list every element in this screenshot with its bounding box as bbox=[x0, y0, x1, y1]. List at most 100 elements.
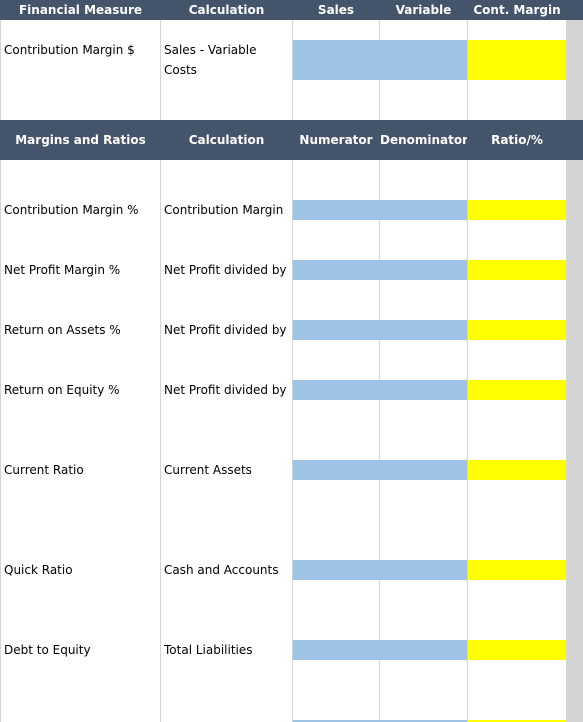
blank-cell[interactable] bbox=[468, 580, 566, 640]
blank-cell[interactable] bbox=[468, 280, 566, 320]
ratio-label[interactable]: Return on Equity % bbox=[1, 380, 160, 400]
numerator-denominator-input[interactable] bbox=[293, 460, 467, 480]
ratio-calculation[interactable]: Total Liabilities divided by Total Equit… bbox=[161, 640, 292, 660]
blank-cell[interactable] bbox=[380, 280, 467, 320]
blank-cell[interactable] bbox=[380, 660, 467, 720]
blank-cell[interactable] bbox=[380, 80, 467, 100]
contribution-margin-label[interactable]: Contribution Margin $ bbox=[1, 40, 160, 80]
blank-cell[interactable] bbox=[161, 580, 292, 640]
blank-cell[interactable] bbox=[293, 160, 379, 200]
blank-cell[interactable] bbox=[161, 20, 292, 40]
blank-cell[interactable] bbox=[293, 280, 379, 320]
header-financial-measure: Financial Measure bbox=[1, 0, 160, 20]
blank-cell[interactable] bbox=[468, 340, 566, 380]
blank-cell[interactable] bbox=[380, 400, 467, 460]
numerator-denominator-input[interactable] bbox=[293, 560, 467, 580]
blank-cell[interactable] bbox=[380, 340, 467, 380]
blank-cell[interactable] bbox=[161, 80, 292, 100]
blank-cell[interactable] bbox=[380, 580, 467, 640]
blank-cell[interactable] bbox=[1, 80, 160, 100]
cont-margin-output[interactable] bbox=[468, 40, 566, 80]
blank-cell[interactable] bbox=[161, 340, 292, 380]
ratio-output[interactable] bbox=[468, 380, 566, 400]
blank-cell[interactable] bbox=[161, 280, 292, 320]
blank-cell[interactable] bbox=[380, 20, 467, 40]
blank-cell[interactable] bbox=[380, 160, 467, 200]
blank-cell[interactable] bbox=[1, 400, 160, 460]
ratio-output[interactable] bbox=[468, 460, 566, 480]
blank-cell[interactable] bbox=[468, 220, 566, 260]
blank-cell[interactable] bbox=[468, 20, 566, 40]
blank-cell[interactable] bbox=[468, 660, 566, 720]
ratio-label[interactable]: Debt to Equity bbox=[1, 640, 160, 660]
ratio-output[interactable] bbox=[468, 320, 566, 340]
blank-cell[interactable] bbox=[468, 100, 566, 120]
blank-cell[interactable] bbox=[1, 160, 160, 200]
blank-cell[interactable] bbox=[293, 580, 379, 640]
ratio-calculation[interactable]: Net Profit divided by Total Equity bbox=[161, 380, 292, 400]
blank-cell[interactable] bbox=[1, 660, 160, 720]
contribution-margin-calculation[interactable]: Sales - Variable Costs bbox=[161, 40, 292, 80]
blank-cell[interactable] bbox=[293, 660, 379, 720]
header-calculation: Calculation bbox=[161, 0, 292, 20]
blank-cell[interactable] bbox=[1, 280, 160, 320]
blank-cell[interactable] bbox=[1, 480, 160, 560]
ratio-label[interactable]: Return on Assets % bbox=[1, 320, 160, 340]
ratio-output[interactable] bbox=[468, 260, 566, 280]
ratio-label[interactable]: Net Profit Margin % bbox=[1, 260, 160, 280]
blank-cell[interactable] bbox=[1, 20, 160, 40]
blank-cell[interactable] bbox=[161, 480, 292, 560]
blank-cell[interactable] bbox=[161, 400, 292, 460]
blank-cell[interactable] bbox=[468, 480, 566, 560]
ratio-calculation[interactable]: Total Liabilities divided by Total Asset… bbox=[161, 720, 292, 722]
header-calculation-2: Calculation bbox=[161, 120, 292, 160]
ratio-label[interactable]: Contribution Margin % bbox=[1, 200, 160, 220]
numerator-denominator-input[interactable] bbox=[293, 320, 467, 340]
ratio-output[interactable] bbox=[468, 560, 566, 580]
blank-cell[interactable] bbox=[293, 480, 379, 560]
ratio-calculation[interactable]: Contribution Margin $ divided by Sales bbox=[161, 200, 292, 220]
ratio-output[interactable] bbox=[468, 200, 566, 220]
blank-cell[interactable] bbox=[1, 220, 160, 260]
blank-cell[interactable] bbox=[293, 220, 379, 260]
blank-cell[interactable] bbox=[293, 80, 379, 100]
ratio-output[interactable] bbox=[468, 720, 566, 722]
blank-cell[interactable] bbox=[468, 80, 566, 100]
ratio-calculation[interactable]: Net Profit divided by Total Assets bbox=[161, 320, 292, 340]
sales-variable-costs-input[interactable] bbox=[293, 40, 467, 80]
blank-cell[interactable] bbox=[1, 100, 160, 120]
numerator-denominator-input[interactable] bbox=[293, 380, 467, 400]
blank-cell[interactable] bbox=[293, 100, 379, 120]
blank-cell[interactable] bbox=[293, 20, 379, 40]
blank-cell[interactable] bbox=[161, 660, 292, 720]
blank-cell[interactable] bbox=[161, 160, 292, 200]
ratio-label[interactable]: Current Ratio bbox=[1, 460, 160, 480]
blank-cell[interactable] bbox=[293, 400, 379, 460]
numerator-denominator-input[interactable] bbox=[293, 260, 467, 280]
ratio-label[interactable]: Quick Ratio bbox=[1, 560, 160, 580]
blank-cell[interactable] bbox=[380, 100, 467, 120]
blank-cell[interactable] bbox=[380, 480, 467, 560]
header-numerator: Numerator bbox=[293, 120, 379, 160]
numerator-denominator-input[interactable] bbox=[293, 200, 467, 220]
blank-cell[interactable] bbox=[161, 220, 292, 260]
header-sales: Sales bbox=[293, 0, 379, 20]
blank-cell[interactable] bbox=[468, 160, 566, 200]
blank-cell[interactable] bbox=[1, 340, 160, 380]
ratio-calculation[interactable]: Current Assets divided by Current Liabil… bbox=[161, 460, 292, 480]
blank-cell[interactable] bbox=[468, 400, 566, 460]
blank-cell[interactable] bbox=[293, 340, 379, 380]
header-variable-costs: Variable Costs bbox=[380, 0, 467, 20]
ratio-output[interactable] bbox=[468, 640, 566, 660]
ratio-label[interactable]: Debt to Assets bbox=[1, 720, 160, 722]
numerator-denominator-input[interactable] bbox=[293, 640, 467, 660]
blank-cell[interactable] bbox=[161, 100, 292, 120]
header-denominator: Denominator bbox=[380, 120, 467, 160]
header-ratio: Ratio/% bbox=[468, 120, 566, 160]
ratio-calculation[interactable]: Cash and Accounts Receivable divided by … bbox=[161, 560, 292, 580]
blank-cell[interactable] bbox=[1, 580, 160, 640]
blank-cell[interactable] bbox=[380, 220, 467, 260]
ratio-calculation[interactable]: Net Profit divided by Sales bbox=[161, 260, 292, 280]
numerator-denominator-input[interactable] bbox=[293, 720, 467, 722]
